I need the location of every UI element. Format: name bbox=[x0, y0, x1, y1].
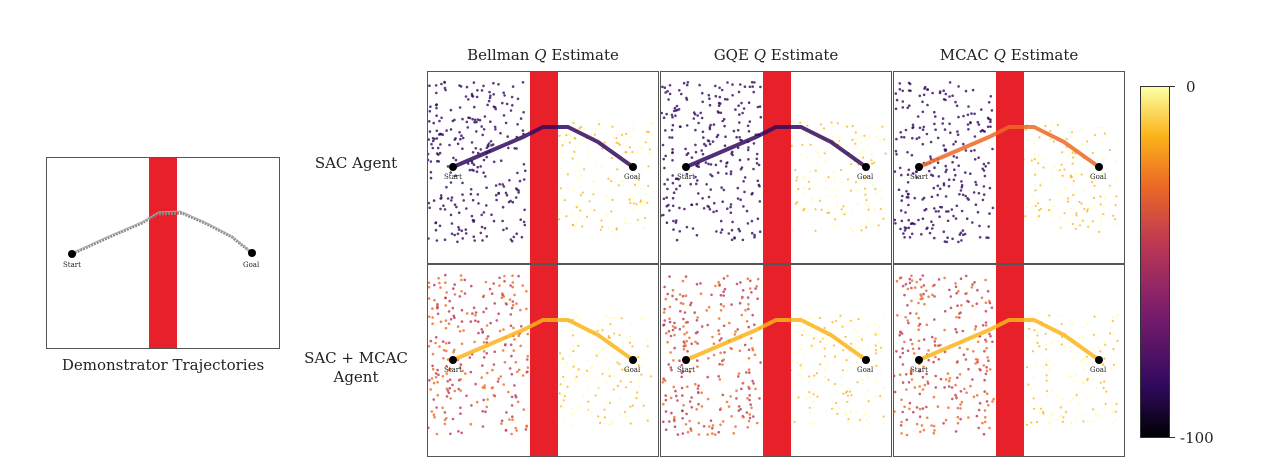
goal-marker bbox=[862, 163, 870, 171]
goal-marker bbox=[248, 249, 256, 257]
panel-sac-gqe: Start Goal bbox=[660, 71, 892, 264]
start-marker bbox=[682, 356, 690, 364]
goal-marker bbox=[1095, 163, 1103, 171]
obstacle-bar bbox=[996, 72, 1024, 263]
goal-marker bbox=[862, 356, 870, 364]
scatter-plot bbox=[894, 72, 1119, 263]
trajectory-points bbox=[428, 273, 653, 436]
demonstrator-plot bbox=[68, 158, 256, 348]
goal-label: Goal bbox=[1090, 173, 1107, 181]
trajectory-band bbox=[452, 318, 635, 362]
goal-label: Goal bbox=[624, 366, 641, 374]
start-marker bbox=[449, 163, 457, 171]
goal-label: Goal bbox=[624, 173, 641, 181]
demonstrator-caption: Demonstrator Trajectories bbox=[61, 356, 265, 374]
panel-sac-mcac-gqe: Start Goal bbox=[660, 264, 892, 457]
start-label: Start bbox=[910, 173, 928, 181]
demonstrator-panel: Start Goal bbox=[46, 157, 280, 349]
start-label: Start bbox=[444, 173, 462, 181]
scatter-plot bbox=[894, 265, 1120, 456]
trajectory-points bbox=[894, 274, 1120, 437]
start-label: Start bbox=[910, 366, 928, 374]
obstacle-bar bbox=[530, 265, 558, 456]
scatter-plot bbox=[428, 265, 653, 456]
goal-label: Goal bbox=[243, 261, 260, 269]
column-title-bellman: Bellman Q Estimate bbox=[467, 46, 619, 64]
panel-sac-mcac: Start Goal bbox=[893, 71, 1125, 264]
start-label: Start bbox=[444, 366, 462, 374]
panel-sac-mcac-bellman: Start Goal bbox=[427, 264, 659, 457]
goal-label: Goal bbox=[857, 173, 874, 181]
colorbar-tick-bottom bbox=[1170, 437, 1175, 438]
start-marker bbox=[449, 356, 457, 364]
goal-marker bbox=[1095, 356, 1103, 364]
obstacle-bar bbox=[530, 72, 558, 263]
trajectory-band bbox=[685, 318, 868, 362]
scatter-plot bbox=[428, 72, 654, 263]
scatter-plot bbox=[661, 72, 887, 263]
start-marker bbox=[915, 356, 923, 364]
colorbar-max-label: 0 bbox=[1186, 78, 1196, 96]
trajectory-points bbox=[661, 274, 886, 436]
scatter-plot bbox=[661, 265, 886, 456]
demo-path bbox=[71, 211, 253, 256]
column-title-mcac: MCAC Q Estimate bbox=[939, 46, 1079, 64]
trajectory-band bbox=[918, 318, 1101, 362]
obstacle-bar bbox=[149, 158, 177, 348]
trajectory-band bbox=[452, 125, 635, 169]
colorbar-min-label: -100 bbox=[1180, 429, 1214, 447]
start-marker bbox=[682, 163, 690, 171]
obstacle-bar bbox=[996, 265, 1024, 456]
trajectory-points bbox=[661, 80, 887, 242]
trajectory-points bbox=[428, 80, 654, 244]
start-marker bbox=[68, 250, 76, 258]
trajectory-band bbox=[685, 125, 868, 169]
start-marker bbox=[915, 163, 923, 171]
trajectory-points bbox=[894, 81, 1119, 244]
start-label: Start bbox=[63, 261, 81, 269]
column-title-gqe: GQE Q Estimate bbox=[713, 46, 839, 64]
start-label: Start bbox=[677, 366, 695, 374]
row-label-sac: SAC Agent bbox=[314, 154, 398, 172]
goal-marker bbox=[629, 163, 637, 171]
panel-sac-mcac-mcac: Start Goal bbox=[893, 264, 1125, 457]
panel-sac-bellman: Start Goal bbox=[427, 71, 659, 264]
goal-label: Goal bbox=[1090, 366, 1107, 374]
trajectory-band bbox=[918, 125, 1101, 169]
colorbar bbox=[1140, 86, 1170, 438]
row-label-sac-mcac: SAC + MCAC Agent bbox=[304, 349, 408, 386]
obstacle-bar bbox=[763, 72, 791, 263]
goal-marker bbox=[629, 356, 637, 364]
goal-label: Goal bbox=[857, 366, 874, 374]
colorbar-tick-top bbox=[1170, 86, 1175, 87]
obstacle-bar bbox=[763, 265, 791, 456]
start-label: Start bbox=[677, 173, 695, 181]
